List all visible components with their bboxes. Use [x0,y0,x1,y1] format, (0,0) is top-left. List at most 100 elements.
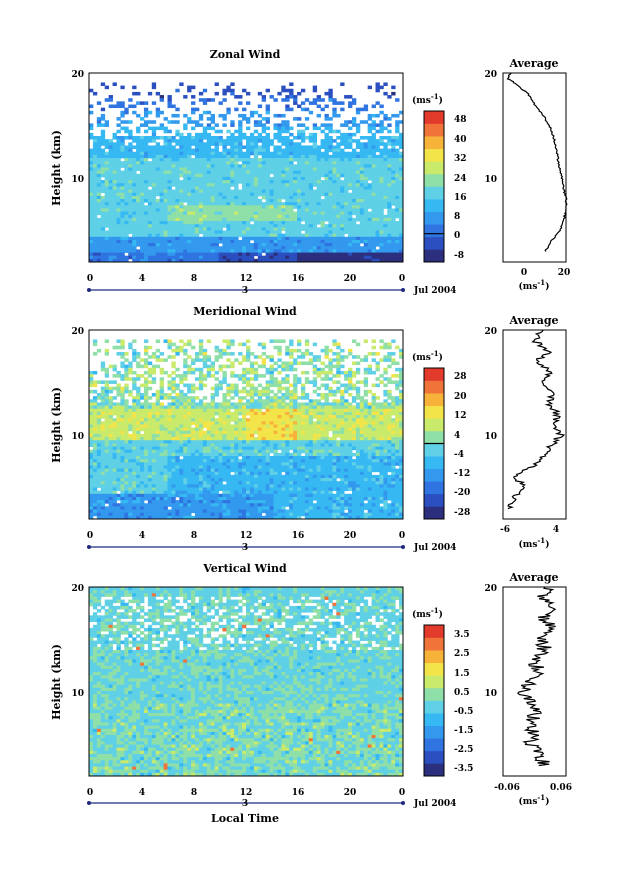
heatmap-cell [96,252,102,257]
heatmap-cell [285,170,290,175]
heatmap-cell [336,221,341,225]
heatmap-cell [171,173,176,178]
heatmap-cell [210,158,216,162]
heatmap-cell [336,355,341,359]
heatmap-cell [324,396,329,400]
heatmap-cell [363,239,369,244]
heatmap-cell [214,154,219,159]
heatmap-cell [191,255,196,260]
heatmap-cell [132,370,137,375]
heatmap-cell [108,161,113,165]
heatmap-cell [340,252,345,257]
heatmap-cell [128,239,133,244]
heatmap-cell [328,91,333,96]
heatmap-cell [198,217,204,222]
heatmap-cell [163,192,168,197]
heatmap-cell [336,411,341,416]
heatmap-cell [246,236,251,241]
heatmap-cell [242,243,247,247]
heatmap-cell [300,132,306,137]
heatmap-cell [269,161,274,165]
heatmap-cell [355,170,361,175]
heatmap-cell [222,396,227,400]
heatmap-cell [265,230,270,235]
heatmap-cell [155,224,161,228]
heatmap-cell [124,399,129,403]
heatmap-cell [136,233,141,238]
heatmap-cell [383,402,388,406]
heatmap-cell [285,139,290,143]
heatmap-cell [187,389,192,394]
heatmap-cell [120,113,125,118]
heatmap-cell [289,402,294,406]
heatmap-cell [89,415,94,419]
heatmap-cell [120,389,125,394]
heatmap-cell [387,167,392,172]
heatmap-cell [359,405,365,410]
heatmap-cell [399,161,404,165]
heatmap-cell [261,211,267,216]
heatmap-cell [367,211,373,216]
heatmap-cell [273,377,278,381]
heatmap-cell [132,352,137,356]
heatmap-cell [300,411,306,416]
heatmap-cell [116,129,121,134]
heatmap-cell [175,402,180,406]
heatmap-cell [375,192,380,197]
heatmap-cell [238,158,243,162]
heatmap-cell [108,170,113,175]
heatmap-cell [140,205,145,209]
heatmap-cell [171,211,176,216]
heatmap-cell [230,164,235,168]
heatmap-cell [375,402,380,406]
heatmap-cell [312,367,318,372]
heatmap-cell [234,167,239,172]
heatmap-cell [194,195,200,200]
heatmap-cell [218,173,223,178]
heatmap-cell [151,243,157,247]
heatmap-cell [120,199,125,203]
heatmap-cell [128,224,133,228]
heatmap-cell [273,205,278,209]
heatmap-cell [187,199,192,203]
heatmap-cell [214,214,219,219]
heatmap-cell [257,217,263,222]
heatmap-cell [151,192,157,197]
heatmap-cell [285,348,290,353]
heatmap-cell [348,136,353,140]
heatmap-cell [183,348,188,353]
heatmap-cell [202,408,208,413]
heatmap-cell [375,424,380,429]
heatmap-cell [198,402,204,406]
heatmap-cell [163,183,168,187]
heatmap-cell [96,211,102,216]
heatmap-cell [281,167,286,172]
heatmap-cell [289,176,294,181]
heatmap-cell [281,221,286,225]
heatmap-cell [104,170,110,175]
heatmap-cell [179,195,184,200]
heatmap-cell [210,402,216,406]
heatmap-cell [198,399,204,403]
heatmap-cell [116,370,121,375]
heatmap-cell [104,383,110,388]
heatmap-cell [238,202,243,206]
heatmap-cell [198,176,204,181]
heatmap-cell [273,186,278,190]
heatmap-cell [367,214,373,219]
heatmap-cell [367,249,373,253]
heatmap-cell [198,380,204,384]
heatmap-cell [214,358,219,362]
heatmap-cell [159,110,164,115]
heatmap-cell [230,255,235,260]
heatmap-cell [198,249,204,253]
heatmap-cell [312,230,318,235]
heatmap-cell [100,158,106,162]
heatmap-cell [391,164,396,168]
heatmap-cell [136,139,141,143]
heatmap-cell [242,158,247,162]
heatmap-cell [304,393,310,397]
heatmap-cell [359,151,365,156]
heatmap-cell [151,167,157,172]
heatmap-cell [222,411,227,416]
